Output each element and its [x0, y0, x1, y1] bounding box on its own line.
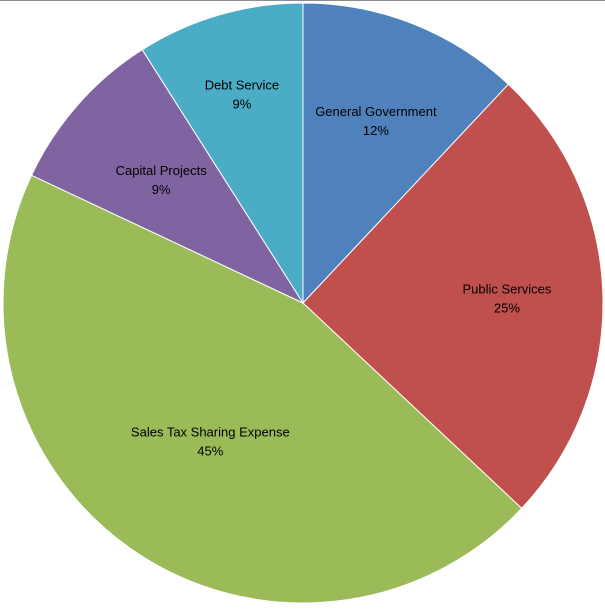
data-label-category: Capital Projects: [116, 163, 208, 178]
top-border-line: [0, 0, 605, 1]
pie-slice-public-services: [302, 83, 604, 510]
data-label-sales-tax-sharing-expense: Sales Tax Sharing Expense 45%: [131, 425, 290, 459]
data-label-category: General Government: [315, 104, 437, 119]
data-label-percent: 9%: [233, 97, 252, 112]
data-label-percent: 12%: [363, 123, 389, 138]
data-label-category: Sales Tax Sharing Expense: [131, 425, 290, 440]
data-label-category: Public Services: [462, 282, 551, 297]
data-label-percent: 25%: [494, 301, 520, 316]
data-label-category: Debt Service: [205, 78, 279, 93]
pie-slice-general-government: [302, 2, 510, 305]
pie-data-labels: General Government 12% Public Services 25% S…: [116, 78, 552, 459]
pie-slice-sales-tax-sharing-expense: [2, 174, 523, 604]
data-label-debt-service: Debt Service 9%: [205, 78, 279, 112]
data-label-general-government: General Government 12%: [315, 104, 437, 138]
data-label-public-services: Public Services 25%: [462, 282, 551, 316]
data-label-percent: 9%: [152, 182, 171, 197]
pie-slice-capital-projects: [30, 49, 305, 305]
data-label-percent: 45%: [197, 444, 223, 459]
pie-slice-debt-service: [141, 2, 304, 305]
data-label-capital-projects: Capital Projects 9%: [116, 163, 208, 197]
